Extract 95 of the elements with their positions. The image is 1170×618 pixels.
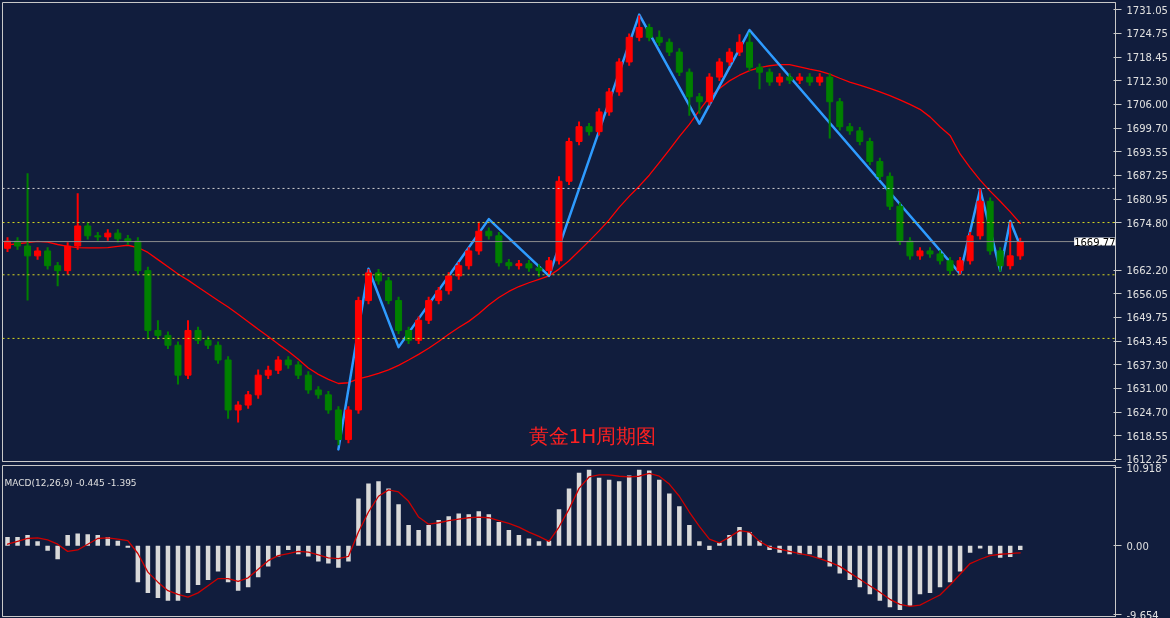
bar [506, 529, 512, 546]
candlestick [154, 319, 162, 341]
y-tick-label: 1618.55 [1126, 430, 1168, 442]
bar [817, 545, 822, 558]
bar [55, 545, 60, 560]
bar [667, 493, 672, 546]
bar [376, 481, 381, 546]
y-tick-label: 1643.45 [1126, 336, 1168, 348]
y-tick-label: 1631.00 [1126, 383, 1168, 395]
candlestick [214, 340, 222, 365]
y-tick-label: 0.00 [1126, 540, 1149, 552]
candlestick [1006, 220, 1014, 271]
candlestick [475, 220, 483, 256]
candlestick [756, 62, 764, 91]
bar [356, 498, 361, 546]
candlestick [735, 33, 743, 57]
y-tick-label: 1687.25 [1126, 170, 1168, 182]
bar [45, 545, 50, 551]
y-tick-label: 1649.75 [1126, 312, 1168, 324]
candlestick [996, 246, 1004, 273]
y-tick-label: 1712.30 [1126, 75, 1168, 87]
candlestick [1016, 236, 1024, 261]
candlestick [856, 126, 864, 147]
bar [737, 527, 742, 546]
candlestick [445, 271, 453, 296]
candlestick [906, 236, 914, 261]
candlestick [715, 57, 723, 82]
bar [336, 545, 341, 568]
bar [687, 524, 692, 546]
y-tick-label: 1731.05 [1126, 4, 1168, 16]
y-tick-label: 1693.55 [1126, 146, 1168, 158]
bar [526, 538, 532, 546]
y-tick-label: 10.918 [1126, 462, 1162, 474]
candlestick [44, 246, 52, 271]
ref-line-label: 1669.77 [1074, 236, 1116, 248]
bar [436, 519, 441, 546]
candlestick [425, 295, 433, 326]
bar [426, 524, 431, 546]
y-tick-label: 1656.05 [1126, 288, 1168, 300]
bar [496, 522, 502, 546]
candlestick [595, 107, 603, 137]
candlestick [234, 400, 242, 424]
candlestick [74, 192, 82, 251]
bar [5, 537, 10, 546]
candlestick [24, 172, 32, 302]
candlestick [324, 390, 332, 415]
bar [677, 506, 682, 546]
y-tick-label: 1706.00 [1126, 99, 1168, 111]
bar [536, 541, 542, 546]
bar [386, 488, 391, 546]
bar [406, 524, 411, 546]
y-tick-label: 1624.70 [1126, 407, 1168, 419]
bar [396, 504, 401, 546]
candlestick [304, 370, 312, 395]
bar [456, 513, 461, 546]
bar [326, 545, 331, 564]
y-tick-label: 1674.80 [1126, 217, 1168, 229]
bar [747, 532, 752, 546]
bar [977, 545, 983, 549]
y-tick-label: 1718.45 [1126, 52, 1168, 64]
candlestick [876, 156, 884, 182]
y-tick-label: -9.654 [1126, 609, 1159, 618]
bar [65, 534, 70, 546]
bar [416, 529, 421, 546]
bar [446, 516, 451, 546]
bar [807, 545, 812, 555]
bar [516, 534, 522, 546]
bar [366, 483, 371, 546]
bar [697, 541, 702, 546]
candlestick [605, 87, 613, 117]
bar [707, 545, 712, 550]
bar [286, 545, 291, 550]
text: MACD(12,26,9) -0.445 -1.395 [4, 477, 137, 488]
candlestick [635, 14, 643, 43]
candlestick [575, 120, 583, 147]
y-tick-label: 1637.30 [1126, 359, 1168, 371]
line-series [6, 472, 1021, 608]
bar [75, 533, 80, 546]
bar [827, 545, 832, 567]
candlestick [254, 368, 262, 400]
y-tick-label: 1662.20 [1126, 265, 1168, 277]
y-tick-label: 1699.70 [1126, 123, 1168, 135]
y-tick-label: 1724.75 [1126, 28, 1168, 40]
candlestick [866, 136, 874, 167]
candlestick [695, 92, 703, 115]
bar [35, 541, 40, 546]
text: 黄金1H周期图 [528, 423, 657, 448]
candlestick [385, 276, 393, 306]
candlestick [465, 246, 473, 271]
bar [717, 542, 722, 546]
y-tick-label: 1680.95 [1126, 194, 1168, 206]
bar [657, 479, 662, 546]
candlestick [54, 260, 62, 288]
candlestick [675, 47, 683, 77]
candlestick [415, 315, 423, 346]
